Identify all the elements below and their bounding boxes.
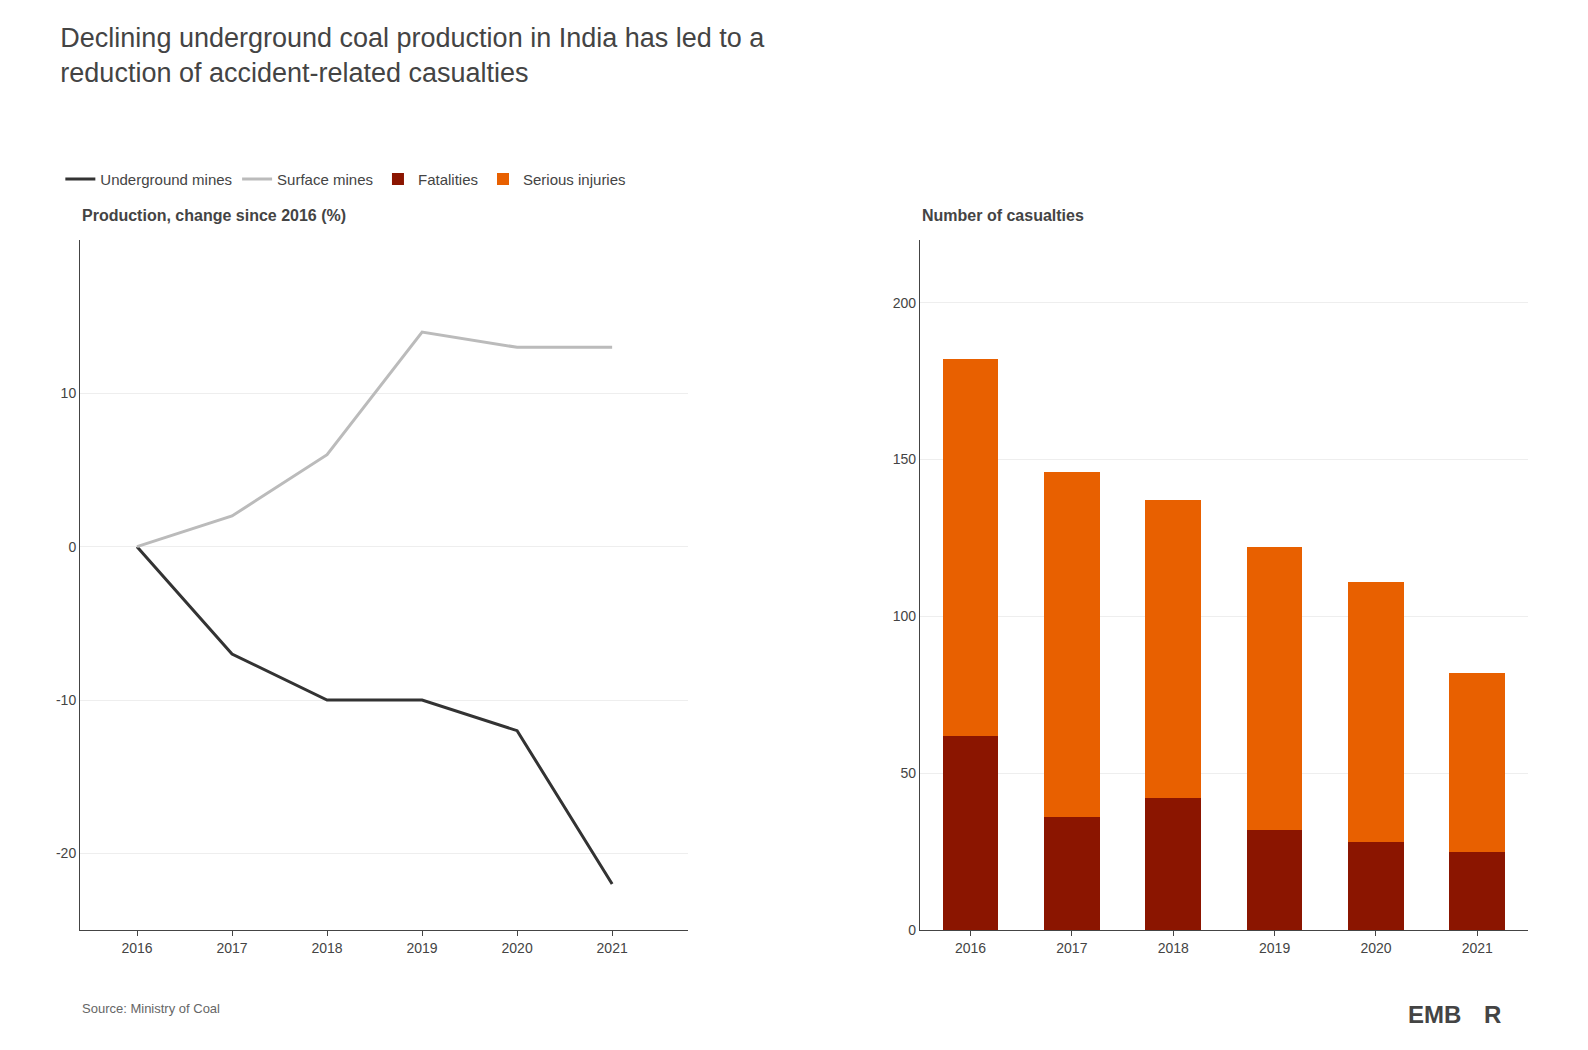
svg-text:Number of casualties: Number of casualties [922, 207, 1084, 224]
svg-text:2016: 2016 [955, 940, 986, 956]
svg-text:2021: 2021 [1462, 940, 1493, 956]
svg-text:10: 10 [61, 385, 77, 401]
svg-text:-10: -10 [56, 692, 76, 708]
svg-text:2019: 2019 [407, 940, 438, 956]
svg-text:50: 50 [900, 765, 916, 781]
svg-text:0: 0 [68, 539, 76, 555]
svg-text:Source: Ministry of Coal: Source: Ministry of Coal [82, 1001, 220, 1016]
svg-text:2018: 2018 [1158, 940, 1189, 956]
svg-text:100: 100 [893, 608, 917, 624]
svg-text:Serious injuries: Serious injuries [523, 171, 626, 188]
svg-text:150: 150 [893, 451, 917, 467]
svg-text:Declining underground coal pro: Declining underground coal production in… [60, 23, 765, 88]
svg-text:-20: -20 [56, 845, 76, 861]
svg-text:2020: 2020 [1360, 940, 1391, 956]
svg-text:Production, change since 2016: Production, change since 2016 (%) [82, 207, 346, 224]
svg-text:EMB: EMB [1408, 1001, 1461, 1028]
svg-text:200: 200 [893, 295, 917, 311]
svg-text:R: R [1484, 1001, 1501, 1028]
svg-text:Underground mines: Underground mines [100, 171, 232, 188]
svg-text:2016: 2016 [121, 940, 152, 956]
svg-text:2019: 2019 [1259, 940, 1290, 956]
svg-text:2017: 2017 [1056, 940, 1087, 956]
svg-text:Fatalities: Fatalities [418, 171, 478, 188]
svg-text:2018: 2018 [311, 940, 342, 956]
svg-text:Surface mines: Surface mines [277, 171, 373, 188]
svg-text:0: 0 [908, 922, 916, 938]
svg-text:2021: 2021 [597, 940, 628, 956]
svg-text:2017: 2017 [216, 940, 247, 956]
svg-text:2020: 2020 [502, 940, 533, 956]
